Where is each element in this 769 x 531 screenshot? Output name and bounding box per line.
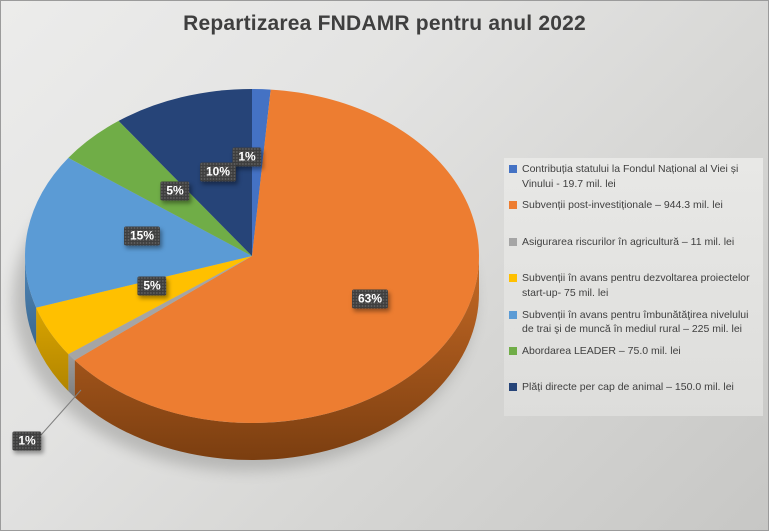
pie-side-subventii-avans-start-up — [36, 307, 69, 392]
legend-swatch-icon — [509, 274, 517, 283]
pie-slice-contributia-statului-fondul-viei-vinului — [252, 89, 271, 256]
legend-label: Subvenții în avans pentru dezvoltarea pr… — [522, 272, 750, 299]
legend-label: Abordarea LEADER – 75.0 mil. lei — [522, 344, 681, 357]
legend-swatch-icon — [509, 383, 517, 392]
legend-swatch-icon — [509, 165, 517, 173]
legend-label: Subvenții în avans pentru îmbunătăţirea … — [522, 308, 749, 336]
percent-label-asigurarea-riscurilor-agricultura: 1% — [12, 431, 42, 451]
percent-label-subventii-avans-mediul-rural: 15% — [123, 226, 161, 246]
legend-entry-asigurarea-riscurilor-agricultura: Asigurarea riscurilor în agricultură – 1… — [504, 235, 763, 271]
legend-entry-subventii-avans-mediul-rural: Subvenții în avans pentru îmbunătăţirea … — [504, 308, 763, 344]
legend-swatch-icon — [509, 310, 517, 319]
legend-swatch-icon — [509, 346, 517, 355]
pie-slice-abordarea-leader — [68, 120, 252, 256]
pie-side-subventii-post-investitionale — [74, 256, 480, 461]
legend-entry-subventii-post-investitionale: Subvenții post-investiționale – 944.3 mi… — [504, 198, 763, 234]
percent-label-subventii-avans-start-up: 5% — [137, 276, 167, 296]
pie-slice-asigurarea-riscurilor-agricultura — [68, 256, 252, 361]
pie-side-asigurarea-riscurilor-agricultura — [68, 354, 75, 398]
legend-label: Contribuția statului la Fondul Național … — [522, 163, 739, 190]
pie-slice-plati-directe-cap-animal — [118, 89, 252, 256]
pie-slice-subventii-post-investitionale — [74, 89, 479, 424]
percent-label-contributia-statului-fondul-viei-vinului: 1% — [232, 147, 262, 167]
pie-slice-subventii-avans-start-up — [36, 256, 252, 355]
chart-title: Repartizarea FNDAMR pentru anul 2022 — [183, 12, 586, 35]
percent-label-abordarea-leader: 5% — [160, 181, 190, 201]
legend-label: Plăți directe per cap de animal – 150.0 … — [522, 381, 734, 394]
label-leader-line — [40, 389, 82, 436]
legend-swatch-icon — [509, 237, 517, 246]
legend-entry-abordarea-leader: Abordarea LEADER – 75.0 mil. lei — [504, 344, 763, 380]
legend-entry-plati-directe-cap-animal: Plăți directe per cap de animal – 150.0 … — [504, 380, 763, 416]
percent-label-plati-directe-cap-animal: 10% — [199, 162, 237, 182]
pie-side-subventii-avans-mediul-rural — [24, 256, 37, 345]
legend-label: Asigurarea riscurilor în agricultură – 1… — [522, 235, 735, 248]
legend-swatch-icon — [509, 201, 517, 210]
legend-entry-subventii-avans-start-up: Subvenții în avans pentru dezvoltarea pr… — [504, 271, 763, 307]
legend-entry-contributia-statului-fondul-viei-vinului: Contribuția statului la Fondul Național … — [504, 162, 763, 198]
legend-label: Subvenții post-investiționale – 944.3 mi… — [522, 199, 723, 212]
percent-label-subventii-post-investitionale: 63% — [351, 289, 389, 309]
chart-legend: Contribuția statului la Fondul Național … — [504, 158, 763, 416]
